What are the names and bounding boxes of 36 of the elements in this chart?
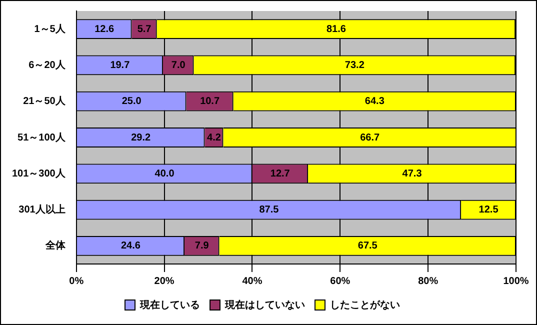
x-tick-label: 0% xyxy=(69,276,84,287)
data-label: 81.6 xyxy=(326,24,346,35)
x-tick-label: 20% xyxy=(154,276,174,287)
y-tick-label: 51～100人 xyxy=(18,131,66,144)
data-label: 24.6 xyxy=(120,240,141,252)
legend-label: したことがない xyxy=(330,300,400,311)
data-label: 12.6 xyxy=(94,24,114,35)
data-label: 5.7 xyxy=(137,24,152,35)
data-label: 40.0 xyxy=(154,168,175,180)
y-tick-label: 101～300人 xyxy=(12,167,66,180)
data-label: 87.5 xyxy=(259,204,280,216)
x-tick-label: 80% xyxy=(418,276,438,287)
data-label: 19.7 xyxy=(110,60,130,71)
legend-label: 現在はしていない xyxy=(224,298,305,311)
data-label: 7.9 xyxy=(194,240,210,252)
x-tick-label: 60% xyxy=(330,276,350,287)
x-tick-label: 40% xyxy=(242,276,262,287)
data-label: 73.2 xyxy=(344,60,365,71)
y-tick-label: 全体 xyxy=(44,240,66,252)
data-label: 66.7 xyxy=(360,132,380,144)
y-tick-label: 1～5人 xyxy=(34,22,66,35)
data-label: 47.3 xyxy=(402,168,422,180)
data-label: 64.3 xyxy=(364,96,385,108)
data-label: 4.2 xyxy=(207,132,222,144)
data-label: 7.0 xyxy=(171,60,186,71)
y-tick-label: 301人以上 xyxy=(18,204,66,216)
x-tick-label: 100% xyxy=(503,276,529,287)
data-label: 29.2 xyxy=(131,132,151,144)
legend-label: 現在している xyxy=(139,298,200,311)
data-label: 12.5 xyxy=(478,204,499,216)
y-tick-label: 21～50人 xyxy=(23,95,66,108)
data-label: 25.0 xyxy=(122,96,142,108)
data-label: 12.7 xyxy=(270,168,290,180)
y-tick-label: 6～20人 xyxy=(28,58,66,71)
data-label: 67.5 xyxy=(358,240,378,252)
data-label: 10.7 xyxy=(200,96,220,108)
